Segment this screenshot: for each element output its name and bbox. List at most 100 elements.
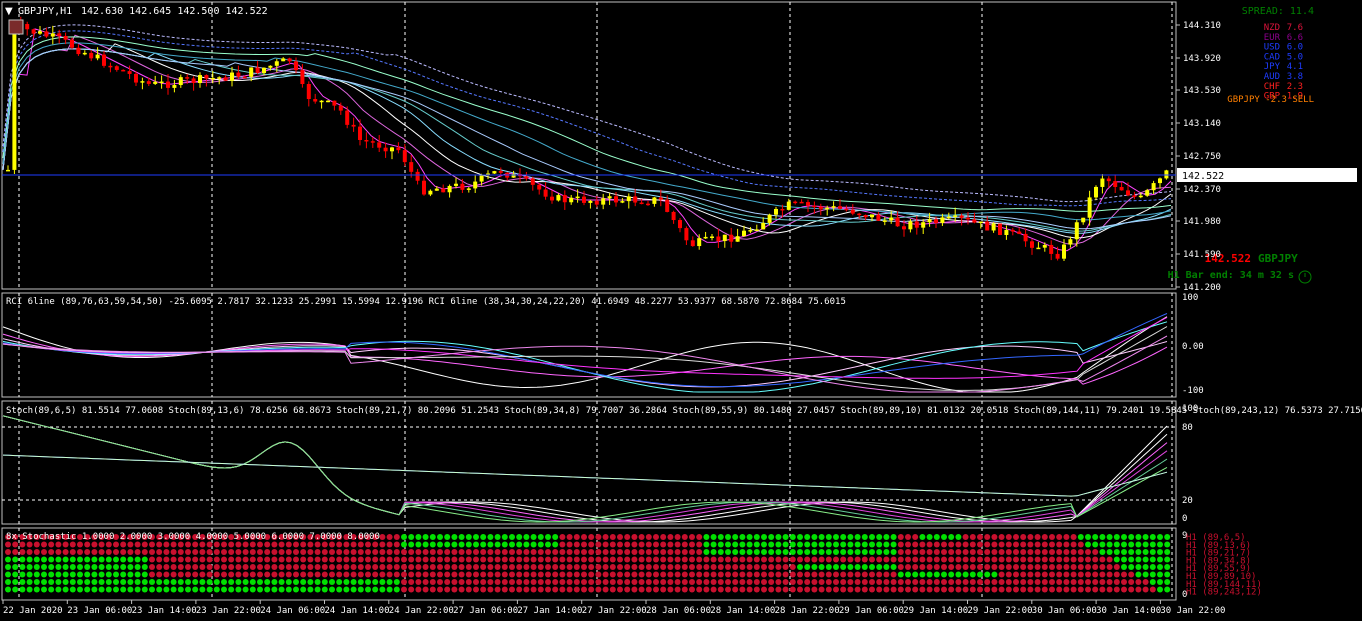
rci-pane[interactable]: [1, 292, 1177, 398]
stoch-dot: [249, 534, 256, 540]
stoch-dot: [509, 534, 515, 540]
stoch-dot: [955, 549, 962, 555]
stoch-dot: [984, 534, 991, 540]
candle-body: [1158, 178, 1162, 184]
candle-body: [306, 84, 311, 100]
candle-body: [345, 110, 350, 125]
stoch-dot: [1106, 586, 1113, 593]
multi-stoch-pane[interactable]: [1, 527, 1177, 601]
candle-body: [460, 183, 465, 190]
stoch-dot: [285, 534, 292, 540]
stoch-dot: [912, 586, 919, 593]
stoch-dot: [12, 586, 19, 593]
stoch-dot: [969, 549, 976, 555]
stoch-dot: [386, 571, 393, 578]
stoch-dot: [113, 541, 119, 548]
moving-average-line: [2, 48, 1172, 232]
stoch-dot: [818, 556, 825, 563]
stoch-dot: [509, 556, 515, 563]
stoch-dot: [804, 571, 811, 578]
stoch-dot: [847, 541, 854, 548]
menu-triangle-icon[interactable]: ▼: [5, 6, 13, 17]
stoch-dot: [1020, 534, 1027, 540]
stoch-dot: [444, 579, 451, 585]
one-click-trading-icon[interactable]: [8, 19, 24, 35]
stoch-dot: [1113, 541, 1120, 548]
stoch-dot: [1142, 579, 1149, 585]
stoch-dot: [1063, 541, 1070, 548]
stoch-dot: [1113, 571, 1120, 578]
stoch-dot: [170, 564, 177, 570]
stoch-dot: [465, 556, 472, 563]
stoch-dot: [422, 534, 429, 540]
stoch-dot: [710, 534, 717, 540]
stoch-dot: [163, 586, 170, 593]
stoch-dot: [465, 564, 472, 570]
candle-body: [646, 203, 650, 206]
stoch-dot: [192, 541, 199, 548]
candle-body: [697, 238, 702, 247]
stoch-dot: [530, 579, 537, 585]
stoch-dot: [833, 564, 839, 570]
stoch-dot: [228, 549, 235, 555]
stoch-dot: [876, 556, 883, 563]
stoch-dot: [883, 571, 890, 578]
stoch-dot: [545, 541, 551, 548]
stoch-dot: [761, 571, 767, 578]
stoch-dot: [1113, 579, 1120, 585]
stoch-dot: [163, 564, 170, 570]
stoch-dot: [300, 586, 307, 593]
candlestick-series: [6, 16, 1169, 262]
stoch-dot: [581, 571, 587, 578]
stoch-dot: [321, 564, 328, 570]
stoch-dot: [127, 534, 134, 540]
stoch-line: [2, 415, 1168, 523]
moving-average-line: [2, 24, 1172, 203]
candle-body: [159, 81, 164, 84]
stoch-dot: [393, 549, 400, 555]
stoch-dot: [768, 549, 775, 555]
stoch-dot: [833, 586, 839, 593]
stoch-dot: [969, 564, 976, 570]
stoch-dot: [861, 549, 868, 555]
stoch-dot: [321, 549, 328, 555]
candle-body: [281, 58, 286, 62]
stoch-pane[interactable]: [1, 400, 1177, 525]
time-tick-label: 30 Jan 06:00: [1032, 606, 1097, 616]
candle-body: [1023, 233, 1028, 242]
stoch-dot: [55, 541, 62, 548]
stoch-dot: [833, 556, 839, 563]
stoch-dot: [545, 549, 551, 555]
stoch-dot: [1157, 579, 1163, 585]
stoch-dot: [415, 571, 422, 578]
stoch-dot: [149, 586, 155, 593]
stoch-dot: [984, 571, 991, 578]
stoch-dot: [77, 586, 83, 593]
candle-body: [230, 72, 234, 81]
stoch-dot: [343, 564, 350, 570]
stoch-dot: [1070, 534, 1077, 540]
candle-body: [870, 214, 874, 218]
candle-body: [818, 206, 823, 210]
stoch-dot: [365, 556, 371, 563]
stoch-dot: [19, 534, 26, 540]
stoch-dot: [962, 556, 969, 563]
stoch-dot: [113, 571, 119, 578]
stoch-dot: [732, 571, 739, 578]
stoch-dot: [1041, 549, 1048, 555]
candle-body: [684, 228, 689, 241]
stoch-dot: [249, 541, 256, 548]
stoch-dot: [113, 579, 119, 585]
stoch-dot: [703, 549, 710, 555]
main-pane[interactable]: [1, 1, 1177, 290]
stoch-dot: [1106, 549, 1113, 555]
stoch-dot: [977, 556, 983, 563]
stoch-dot: [869, 579, 875, 585]
stoch-dot: [516, 534, 523, 540]
stoch-dot: [912, 579, 919, 585]
stoch-dot: [134, 579, 141, 585]
candle-body: [844, 208, 849, 211]
candle-body: [927, 219, 932, 223]
candle-body: [978, 221, 983, 224]
stoch-dot: [948, 549, 955, 555]
